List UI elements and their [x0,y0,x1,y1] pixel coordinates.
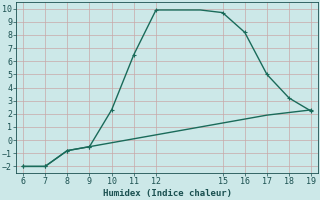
X-axis label: Humidex (Indice chaleur): Humidex (Indice chaleur) [103,189,232,198]
